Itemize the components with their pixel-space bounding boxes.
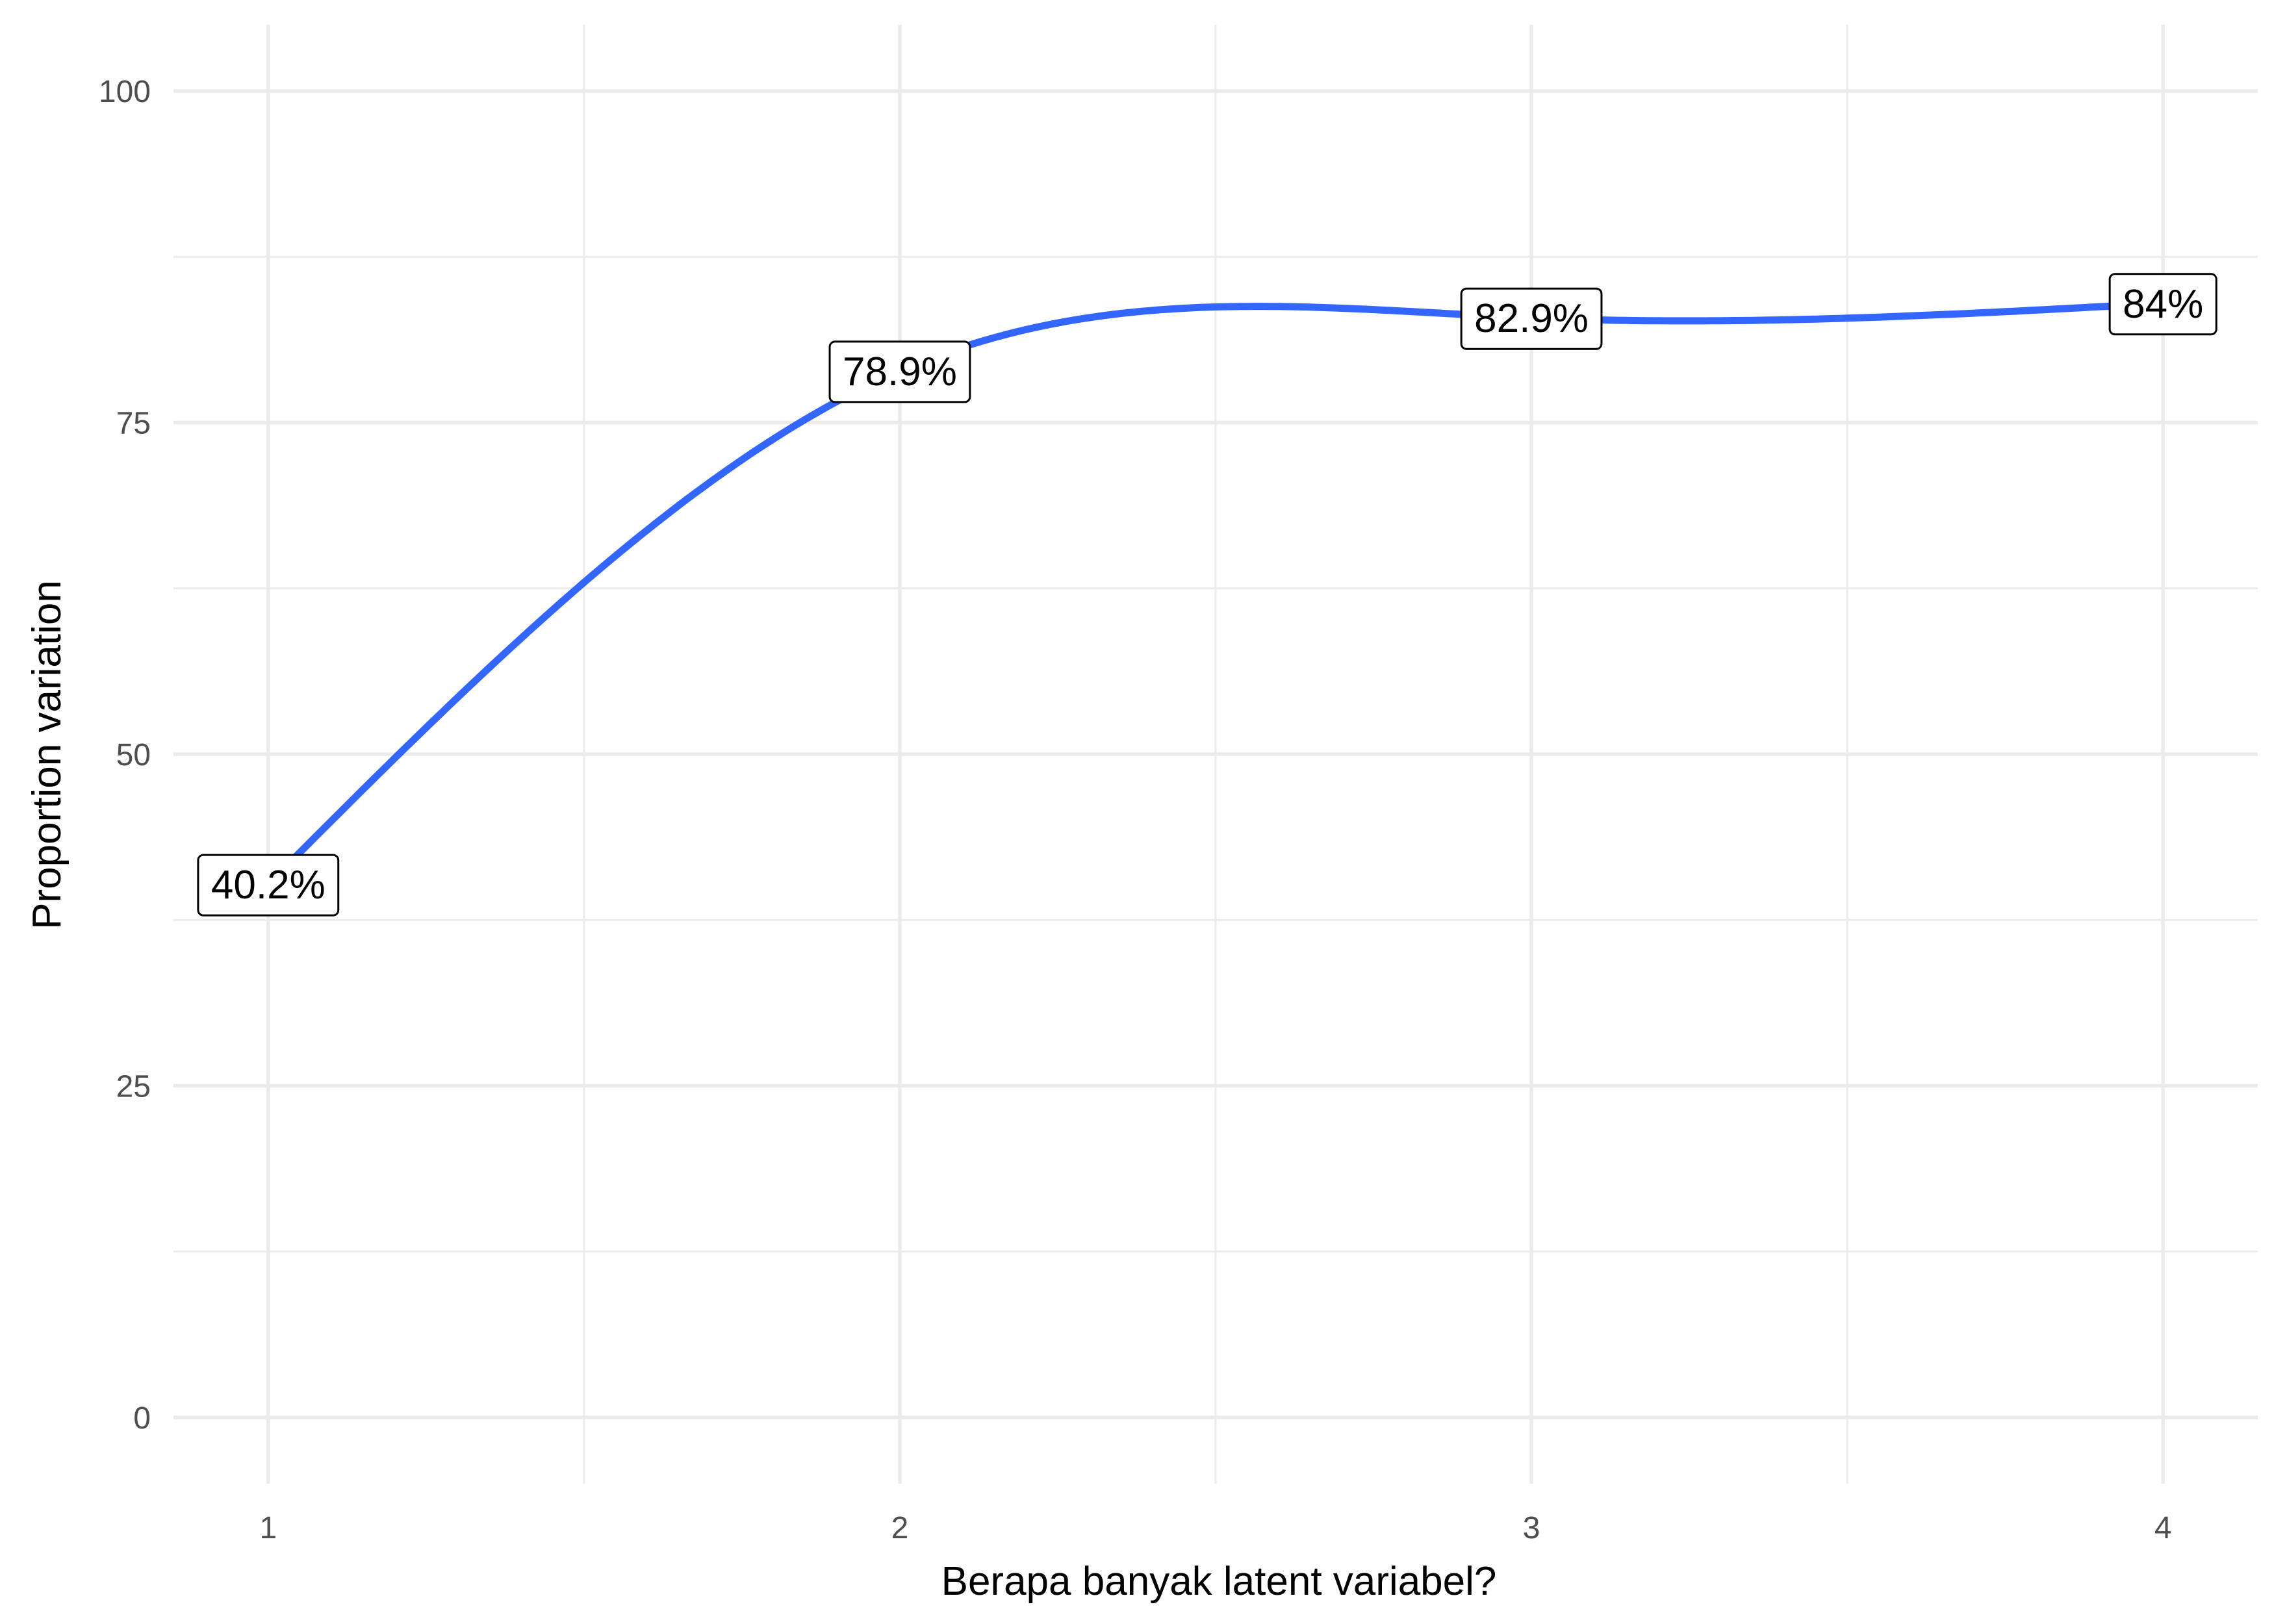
series-line <box>265 299 2164 887</box>
x-tick-label: 2 <box>891 1511 909 1545</box>
x-axis-title: Berapa banyak latent variabel? <box>941 1559 1497 1604</box>
gridlines <box>173 25 2258 1484</box>
data-label-text: 82.9% <box>1474 296 1589 341</box>
x-axis-ticks: 1 2 3 4 <box>259 1511 2171 1545</box>
data-label-text: 40.2% <box>211 863 326 907</box>
y-tick-label: 0 <box>133 1401 151 1436</box>
data-label-text: 84% <box>2123 282 2203 327</box>
data-label-box <box>197 854 340 917</box>
x-tick-label: 3 <box>1523 1511 1540 1545</box>
data-label-box <box>1460 287 1603 350</box>
y-tick-label: 50 <box>116 738 151 772</box>
y-tick-label: 75 <box>116 407 151 441</box>
data-label: 78.9% <box>828 340 971 403</box>
data-label-box <box>828 340 971 403</box>
data-label-text: 78.9% <box>843 349 957 394</box>
y-axis-ticks: 0 25 50 75 100 <box>99 75 151 1436</box>
data-label: 82.9% <box>1460 287 1603 350</box>
data-labels: 40.2% 78.9% 82.9% 84% <box>197 273 2217 917</box>
y-axis-title: Proportion variation <box>25 580 70 930</box>
data-label-box <box>2108 273 2217 336</box>
x-tick-label: 1 <box>259 1511 277 1545</box>
series <box>265 299 2164 887</box>
y-tick-label: 100 <box>99 75 151 109</box>
data-label: 40.2% <box>197 854 340 917</box>
y-tick-label: 25 <box>116 1069 151 1104</box>
data-label: 84% <box>2108 273 2217 336</box>
x-tick-label: 4 <box>2154 1511 2172 1545</box>
